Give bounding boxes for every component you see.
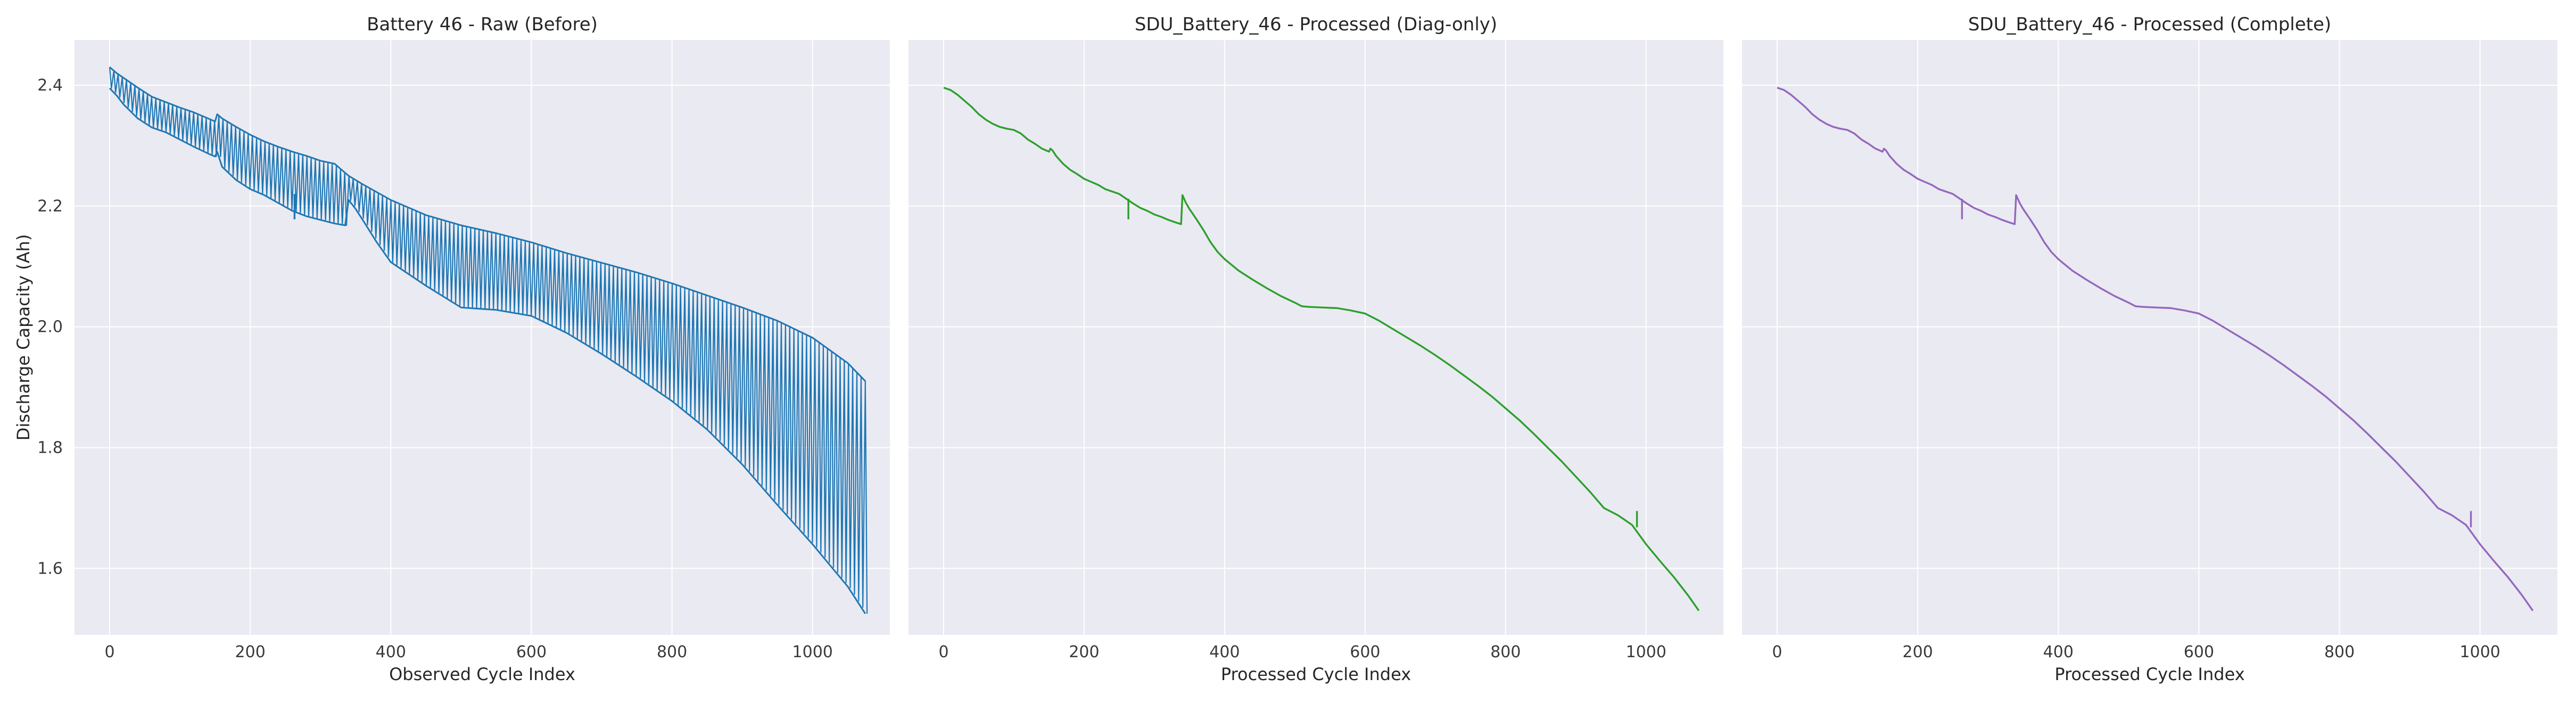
x-tick-label: 400 [1209, 643, 1240, 661]
x-tick-label: 200 [235, 643, 266, 661]
x-tick-label: 1000 [2460, 643, 2500, 661]
x-tick-label: 1000 [792, 643, 833, 661]
x-tick-label: 400 [2043, 643, 2074, 661]
x-tick-label: 400 [376, 643, 406, 661]
capacity-series-raw [109, 67, 868, 614]
x-tick-label: 1000 [1626, 643, 1666, 661]
plot-area [75, 40, 890, 635]
chart-panel-1: 0 200 400 600 800 1000 1.6 1.8 2.0 2.2 2.4 Battery … [13, 14, 890, 684]
y-tick-label: 1.8 [37, 438, 63, 457]
plot-area [1742, 40, 2557, 635]
grid-lines [909, 40, 1723, 635]
chart-panel-3: 0 200 400 600 800 1000 SDU_Battery_46 - Proces… [1742, 14, 2557, 684]
chart-title: SDU_Battery_46 - Processed (Diag-only) [1135, 14, 1497, 35]
x-tick-label: 800 [657, 643, 687, 661]
x-axis-label: Processed Cycle Index [2054, 664, 2244, 684]
x-tick-label: 800 [2324, 643, 2355, 661]
x-tick-label: 600 [1350, 643, 1380, 661]
x-tick-label: 800 [1490, 643, 1521, 661]
data-lines [943, 86, 1700, 611]
chart-title: SDU_Battery_46 - Processed (Complete) [1968, 14, 2331, 35]
x-tick-label: 600 [516, 643, 547, 661]
plot-area [909, 40, 1723, 635]
y-tick-label: 1.6 [37, 559, 63, 578]
x-tick-label: 0 [938, 643, 948, 661]
tick-labels: 0 200 400 600 800 1000 [938, 643, 1666, 661]
grid-lines [75, 40, 890, 635]
capacity-upper-envelope [109, 66, 866, 382]
x-axis-label: Observed Cycle Index [389, 664, 575, 684]
x-tick-label: 0 [104, 643, 114, 661]
data-lines [109, 66, 868, 615]
chart-title: Battery 46 - Raw (Before) [367, 14, 598, 35]
y-tick-label: 2.4 [37, 76, 63, 95]
capacity-series-1 [1777, 86, 2534, 611]
capacity-series-1 [943, 86, 1700, 611]
y-axis-label: Discharge Capacity (Ah) [13, 234, 34, 441]
capacity-lower-envelope [109, 87, 866, 615]
y-tick-label: 2.2 [37, 197, 63, 216]
y-tick-label: 2.0 [37, 318, 63, 337]
x-tick-label: 200 [1069, 643, 1099, 661]
tick-labels: 0 200 400 600 800 1000 [1772, 643, 2500, 661]
x-tick-label: 600 [2184, 643, 2214, 661]
x-axis-label: Processed Cycle Index [1221, 664, 1411, 684]
x-tick-label: 0 [1772, 643, 1782, 661]
grid-lines [1742, 40, 2557, 635]
data-lines [1777, 86, 2534, 611]
x-tick-label: 200 [1903, 643, 1933, 661]
tick-labels: 0 200 400 600 800 1000 1.6 1.8 2.0 2.2 2.4 [37, 76, 833, 661]
chart-panel-2: 0 200 400 600 800 1000 SDU_Battery_46 - Proces… [909, 14, 1723, 684]
